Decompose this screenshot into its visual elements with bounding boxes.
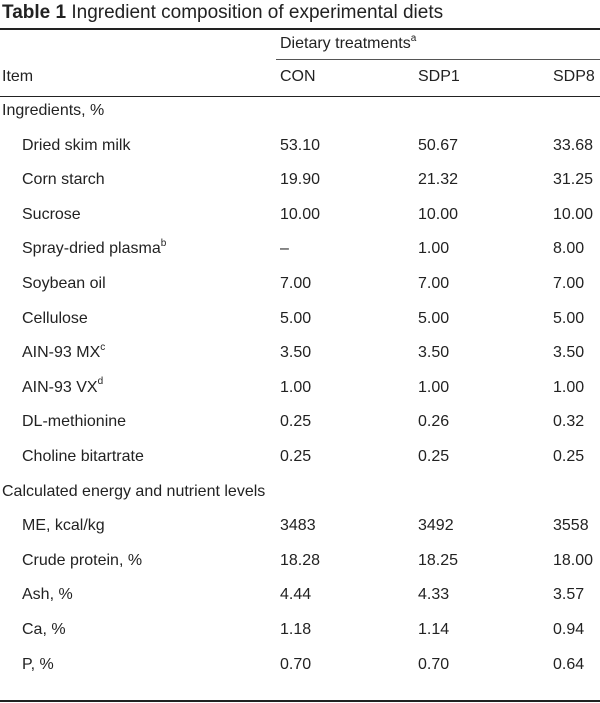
header-rule xyxy=(0,96,600,97)
table-cell: 18.28 xyxy=(280,551,321,569)
row-item-text: AIN-93 MX xyxy=(22,344,101,362)
row-item-label: Ash, % xyxy=(22,585,73,605)
table-cell: 7.00 xyxy=(280,275,312,292)
table-cell: 0.70 xyxy=(418,655,450,673)
table-cell: 5.00 xyxy=(418,309,450,327)
table-cell: 31.25 xyxy=(553,171,594,189)
row-item-label: Choline bitartrate xyxy=(22,447,144,467)
table-cell: 5.00 xyxy=(280,309,312,327)
row-item-text: Choline bitartrate xyxy=(22,448,144,465)
row-footnote-mark: c xyxy=(100,341,106,353)
table-cell: 0.25 xyxy=(418,448,450,465)
column-header-sdp1: SDP1 xyxy=(418,68,460,85)
table-cell: 0.70 xyxy=(280,655,312,673)
table-cell: 10.00 xyxy=(553,205,594,223)
row-item-text: Corn starch xyxy=(22,171,105,189)
top-rule xyxy=(0,28,600,30)
table-cell: 0.25 xyxy=(280,448,312,465)
row-item-label: ME, kcal/kg xyxy=(22,516,105,536)
row-item-text: AIN-93 VX xyxy=(22,378,98,396)
column-group-rule xyxy=(276,59,600,60)
table-cell: – xyxy=(280,240,289,258)
row-footnote-mark: d xyxy=(97,376,104,388)
table-cell: 3.50 xyxy=(418,344,450,362)
row-item-text: Spray-dried plasma xyxy=(22,240,161,258)
section-title: Calculated energy and nutrient levels xyxy=(2,482,266,500)
row-item-text: Ca, % xyxy=(22,621,66,638)
row-item-label: Sucrose xyxy=(22,205,81,225)
table-caption: Table 1 Ingredient composition of experi… xyxy=(2,2,443,24)
table-cell: 7.00 xyxy=(553,275,585,292)
row-item-text: Cellulose xyxy=(22,309,88,327)
table-cell: 50.67 xyxy=(418,136,459,154)
table-cell: 7.00 xyxy=(418,275,450,292)
table-cell: 5.00 xyxy=(553,309,585,327)
table-cell: 10.00 xyxy=(280,205,321,223)
table-cell: 0.25 xyxy=(280,413,312,431)
row-item-label: P, % xyxy=(22,655,54,675)
row-item-text: Soybean oil xyxy=(22,275,106,292)
table-cell: 21.32 xyxy=(418,171,459,189)
table-cell: 18.25 xyxy=(418,551,459,569)
table-cell: 53.10 xyxy=(280,136,321,154)
table-cell: 33.68 xyxy=(553,136,594,154)
table-cell: 0.64 xyxy=(553,655,585,673)
table-cell: 0.26 xyxy=(418,413,450,431)
row-item-text: ME, kcal/kg xyxy=(22,517,105,535)
row-item-label: Soybean oil xyxy=(22,274,106,294)
table-cell: 1.00 xyxy=(418,240,450,258)
table-cell: 1.14 xyxy=(418,621,450,638)
column-group-footnote-mark: a xyxy=(410,32,417,44)
row-item-label: DL-methionine xyxy=(22,412,126,432)
table-number: Table 1 xyxy=(2,2,67,23)
row-item-label: AIN-93 MXc xyxy=(22,341,106,363)
column-header-con: CON xyxy=(280,68,316,85)
section-title: Ingredients, % xyxy=(2,102,105,119)
table-cell: 3483 xyxy=(280,517,316,535)
table-cell: 1.18 xyxy=(280,621,312,638)
table-cell: 4.33 xyxy=(418,586,450,604)
row-item-label: Corn starch xyxy=(22,170,105,190)
column-group-header: Dietary treatmentsa xyxy=(280,32,417,54)
row-item-text: P, % xyxy=(22,655,54,673)
table-cell: 1.00 xyxy=(280,378,312,396)
table-cell: 3.50 xyxy=(280,344,312,362)
table-cell: 3558 xyxy=(553,517,589,535)
row-item-text: Sucrose xyxy=(22,205,81,223)
bottom-rule xyxy=(0,700,600,702)
table-cell: 19.90 xyxy=(280,171,321,189)
column-group-label: Dietary treatments xyxy=(280,35,411,52)
item-column-header: Item xyxy=(2,68,34,85)
column-header-sdp8: SDP8 xyxy=(553,68,595,85)
table-cell: 4.44 xyxy=(280,586,312,604)
table-cell: 3.57 xyxy=(553,586,585,604)
table-cell: 0.25 xyxy=(553,448,585,465)
row-item-label: Crude protein, % xyxy=(22,551,142,571)
row-item-text: Dried skim milk xyxy=(22,136,131,154)
table-cell: 1.00 xyxy=(418,378,450,396)
table-cell: 3.50 xyxy=(553,344,585,362)
row-item-label: Spray-dried plasmab xyxy=(22,239,166,259)
row-item-text: DL-methionine xyxy=(22,413,127,431)
table-cell: 3492 xyxy=(418,517,454,535)
table-cell: 18.00 xyxy=(553,551,594,569)
row-item-label: Ca, % xyxy=(22,620,66,640)
row-item-text: Crude protein, % xyxy=(22,551,143,569)
row-item-label: Dried skim milk xyxy=(22,136,130,156)
table-cell: 10.00 xyxy=(418,205,459,223)
table-cell: 0.94 xyxy=(553,621,585,638)
table-title: Ingredient composition of experimental d… xyxy=(71,2,444,23)
row-item-label: Cellulose xyxy=(22,309,88,329)
table-cell: 8.00 xyxy=(553,240,585,258)
row-item-text: Ash, % xyxy=(22,586,73,604)
table-cell: 0.32 xyxy=(553,413,585,431)
row-item-label: AIN-93 VXd xyxy=(22,376,104,398)
row-footnote-mark: b xyxy=(160,238,167,250)
table-cell: 1.00 xyxy=(553,378,585,396)
